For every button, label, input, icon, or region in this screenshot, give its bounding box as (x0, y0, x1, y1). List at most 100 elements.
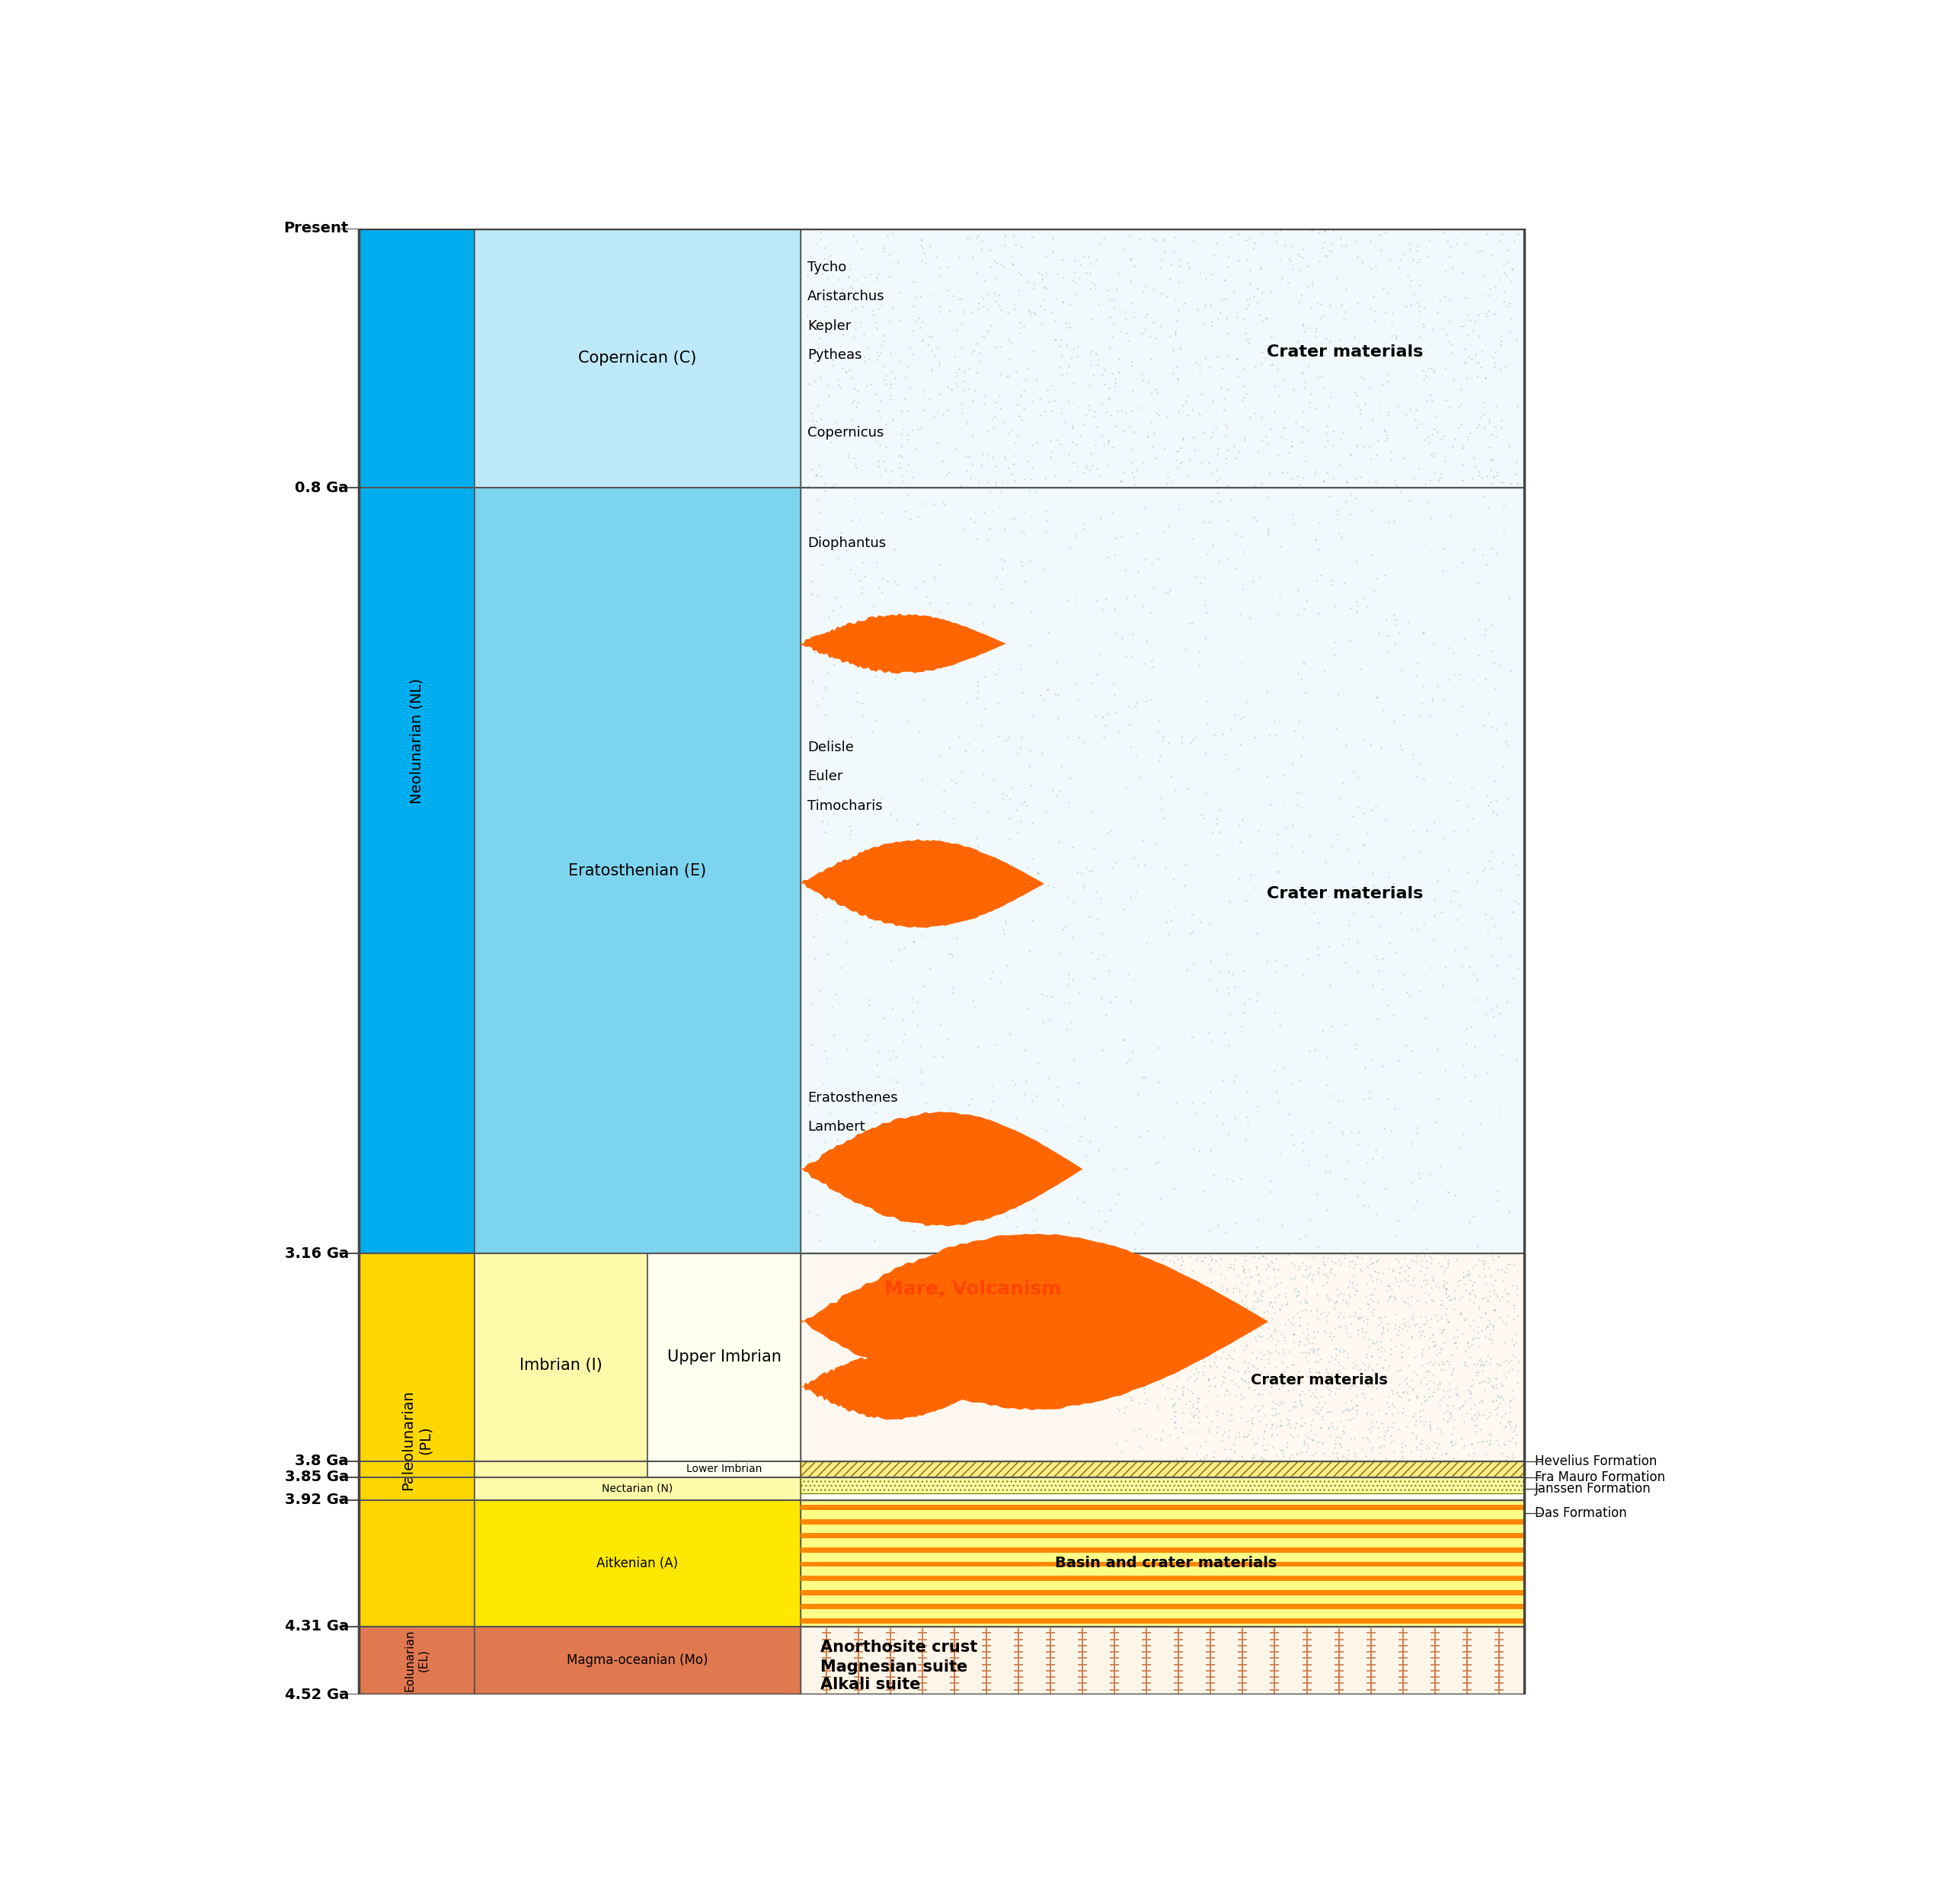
Point (1057, 963, 1088, 994)
Point (1357, 870, 1388, 901)
Point (1346, 246, 1377, 276)
Point (1236, 565, 1268, 596)
Point (1305, 1411, 1336, 1441)
Point (1285, 255, 1316, 286)
Bar (801, 228, 1525, 487)
Point (883, 305, 915, 335)
Point (1254, 1272, 1285, 1302)
Point (975, 495, 1006, 526)
Point (1357, 495, 1388, 526)
Point (1435, 769, 1466, 800)
Point (1219, 1102, 1250, 1133)
Point (1490, 1327, 1521, 1358)
Point (1431, 1278, 1462, 1308)
Point (1418, 1367, 1449, 1398)
Point (1443, 889, 1474, 920)
Point (1384, 1251, 1416, 1281)
Point (1199, 1245, 1230, 1276)
Point (1178, 1399, 1209, 1430)
Point (930, 1196, 961, 1226)
Point (1072, 242, 1104, 272)
Point (1059, 246, 1090, 276)
Point (1158, 1173, 1190, 1203)
Point (1195, 1325, 1227, 1356)
Point (1152, 1262, 1184, 1293)
Point (803, 1224, 835, 1255)
Point (1228, 1299, 1260, 1329)
Point (891, 350, 922, 381)
Point (932, 371, 963, 402)
Point (1176, 394, 1207, 425)
Point (1379, 600, 1410, 630)
Point (1388, 960, 1420, 990)
Point (1406, 1350, 1437, 1380)
Point (1377, 1255, 1408, 1285)
Point (909, 626, 940, 657)
Point (1314, 1318, 1346, 1348)
Point (924, 548, 956, 579)
Point (1150, 577, 1182, 607)
Point (1346, 1434, 1377, 1464)
Point (1459, 307, 1490, 337)
Point (1344, 1302, 1375, 1333)
Point (1342, 390, 1373, 421)
Point (1437, 636, 1468, 666)
Point (1392, 1260, 1424, 1291)
Point (1445, 659, 1476, 689)
Point (1346, 362, 1377, 392)
Point (938, 803, 969, 834)
Point (1447, 1257, 1478, 1287)
Point (1490, 259, 1521, 289)
Point (1149, 1321, 1180, 1352)
Point (1424, 1337, 1455, 1367)
Point (1301, 1358, 1332, 1388)
Point (1096, 853, 1127, 883)
Point (1076, 1213, 1108, 1243)
Text: Upper Imbrian: Upper Imbrian (667, 1350, 782, 1365)
Point (794, 255, 825, 286)
Point (1406, 1428, 1437, 1458)
Point (1410, 1278, 1441, 1308)
Point (1143, 704, 1174, 735)
Point (1115, 1382, 1147, 1413)
Point (1092, 383, 1123, 413)
Point (1045, 360, 1076, 390)
Point (1131, 1312, 1162, 1342)
Point (1416, 385, 1447, 415)
Point (1433, 242, 1464, 272)
Point (1316, 1325, 1347, 1356)
Point (1297, 1333, 1328, 1363)
Point (1223, 362, 1254, 392)
Point (1100, 367, 1131, 398)
Point (1355, 1371, 1386, 1401)
Point (1441, 720, 1472, 750)
Point (989, 219, 1020, 249)
Point (1324, 1430, 1355, 1460)
Point (1246, 1344, 1277, 1375)
Point (901, 809, 932, 840)
Point (1199, 411, 1230, 442)
Point (954, 223, 985, 253)
Point (1400, 1434, 1431, 1464)
Point (1342, 430, 1373, 461)
Point (1381, 470, 1412, 501)
Point (1306, 466, 1338, 497)
Point (1283, 1255, 1314, 1285)
Point (1488, 257, 1519, 288)
Point (1502, 1367, 1533, 1398)
Point (1168, 1257, 1199, 1287)
Point (1486, 219, 1517, 249)
Point (1228, 1382, 1260, 1413)
Point (1291, 1272, 1322, 1302)
Point (1316, 236, 1347, 267)
Point (1390, 1430, 1422, 1460)
Point (1386, 1342, 1418, 1373)
Point (1375, 1281, 1406, 1312)
Point (1462, 347, 1494, 377)
Point (1133, 421, 1164, 451)
Point (1256, 1291, 1287, 1321)
Point (1094, 373, 1125, 404)
Text: Magnesian suite: Magnesian suite (821, 1660, 967, 1676)
Point (918, 280, 950, 310)
Point (1111, 958, 1143, 988)
